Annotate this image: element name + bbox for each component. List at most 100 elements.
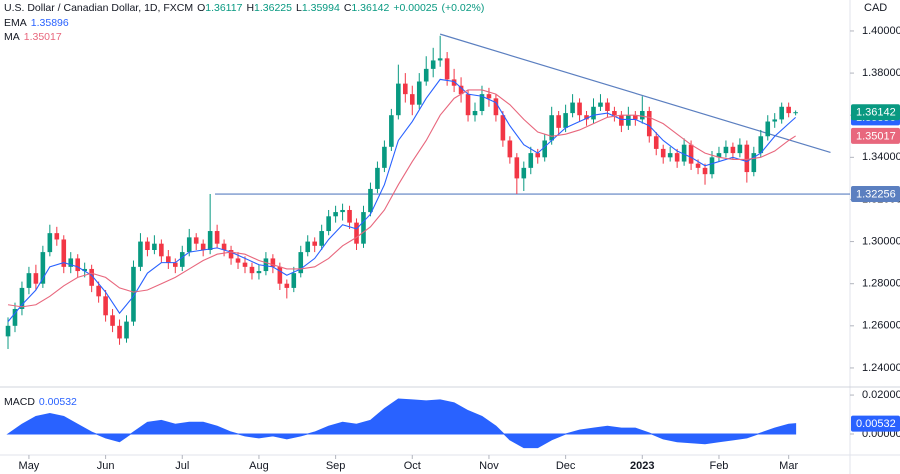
candle-body [242, 262, 248, 267]
candle-body [605, 102, 610, 111]
y-tick-label: 1.24000 [862, 362, 900, 374]
price-tag-label: 1.36142 [856, 107, 896, 119]
candle-body [333, 212, 338, 217]
candle-body [744, 144, 750, 173]
candle-body [12, 308, 18, 326]
x-tick-label: Mar [779, 460, 798, 472]
candle-body [186, 237, 192, 253]
currency-label: CAD [864, 2, 887, 14]
candle-body [200, 243, 206, 250]
indicator-value: 1.35896 [30, 17, 69, 29]
candle-body [542, 140, 548, 158]
candle-body [159, 243, 164, 257]
x-tick-label: Sep [326, 460, 346, 472]
candle-body [465, 94, 471, 116]
candle-body [584, 115, 589, 120]
ema-legend: EMA 1.35896 [4, 17, 73, 29]
candle-body [103, 296, 108, 316]
candle-body [681, 144, 687, 162]
indicator-line [7, 78, 796, 322]
candle-body [75, 258, 81, 272]
candle-body [514, 157, 520, 179]
candle-body [47, 233, 53, 253]
candle-body [667, 153, 673, 158]
candle-body [500, 115, 506, 141]
x-tick-label: Dec [556, 460, 576, 472]
candle-body [96, 285, 101, 297]
x-tick-label: Jul [175, 460, 189, 472]
ohlc-field-value: 1.36225 [254, 2, 292, 14]
candle-body [124, 321, 129, 339]
x-tick-label: 2023 [630, 460, 654, 472]
candle-body [270, 258, 276, 267]
candle-body [319, 231, 324, 246]
candle-body [716, 153, 722, 158]
ohlc-field-value: 1.36117 [205, 2, 243, 14]
indicator-line [7, 89, 796, 308]
candle-body [26, 273, 32, 288]
macd-pane [6, 398, 797, 449]
y-tick-label: 0.02000 [862, 389, 900, 401]
candle-body [228, 249, 234, 259]
ohlc-field-name: L [296, 2, 302, 14]
ma-legend: MA 1.35017 [4, 31, 66, 43]
price-tag-label: 1.35017 [856, 130, 896, 142]
candle-body [451, 79, 457, 86]
candle-body [61, 239, 67, 267]
candle-body [702, 167, 708, 175]
candle-body [570, 102, 575, 114]
candle-body [737, 144, 743, 154]
candle-body [695, 163, 701, 168]
macd-legend: MACD 0.00532 [4, 396, 81, 408]
candle-body [479, 94, 485, 111]
y-tick-label: 1.30000 [862, 235, 900, 247]
candle-body [110, 315, 115, 326]
candle-body [179, 252, 185, 267]
candle-body [256, 271, 262, 274]
candle-body [521, 167, 527, 179]
candle-body [786, 106, 791, 114]
x-tick-label: May [19, 460, 40, 472]
symbol-legend: U.S. Dollar / Canadian Dollar, 1D, FXCM O… [4, 2, 488, 14]
candle-body [326, 216, 331, 232]
ohlc-field-value: 1.36142 [351, 2, 390, 14]
y-tick-label: 1.38000 [862, 67, 900, 79]
candle-body [221, 243, 227, 250]
candle-body [277, 266, 283, 284]
y-tick-label: 1.40000 [862, 25, 900, 37]
price-tag [851, 186, 900, 203]
candle-body [723, 146, 729, 154]
candle-body [646, 110, 652, 137]
ohlc-field-name: O [197, 2, 206, 14]
candle-body [138, 241, 143, 267]
candle-body [193, 237, 199, 244]
candle-body [54, 233, 60, 240]
candle-body [68, 258, 74, 267]
candle-body [591, 106, 596, 120]
candle-body [40, 252, 46, 284]
candle-body [660, 148, 666, 158]
candle-body [437, 58, 443, 61]
x-tick-label: Oct [404, 460, 421, 472]
candle-body [758, 136, 764, 154]
candle-body [145, 241, 150, 250]
candle-body [472, 110, 478, 116]
candle-body [779, 106, 784, 120]
candle-body [368, 188, 373, 213]
x-tick-label: Jun [97, 460, 115, 472]
price-tag [851, 415, 900, 432]
candle-body [535, 153, 541, 158]
candle-body [556, 115, 561, 128]
candle-body [486, 94, 492, 99]
macd-area [6, 398, 797, 449]
candle-body [688, 144, 694, 164]
candle-body [33, 273, 39, 284]
candle-body [653, 136, 659, 149]
candle-body [639, 110, 645, 120]
candle-body [493, 98, 499, 116]
indicator-value: 0.00532 [38, 396, 77, 408]
candle-body [298, 252, 304, 274]
candle-body [235, 258, 241, 263]
candle-body [619, 115, 624, 126]
